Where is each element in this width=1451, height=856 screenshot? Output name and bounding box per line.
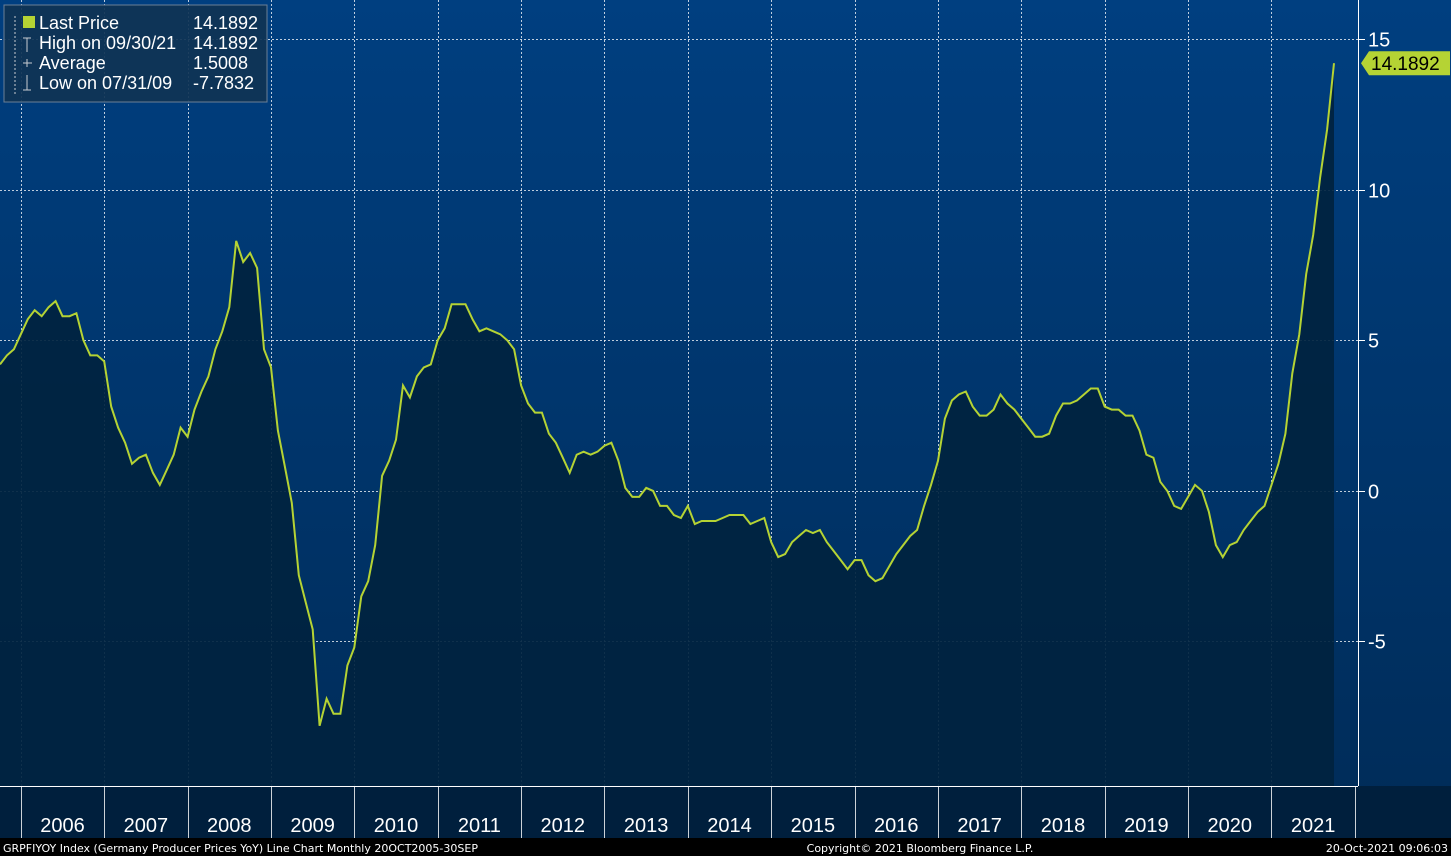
x-tick-label: 2010	[374, 815, 419, 837]
x-tick-label: 2013	[624, 815, 669, 837]
series-line	[0, 63, 1335, 727]
x-tick-label: 2018	[1041, 815, 1086, 837]
y-tick-label: -5	[1368, 632, 1386, 654]
x-tick-label: 2015	[791, 815, 836, 837]
x-tick-label: 2011	[458, 815, 501, 837]
legend-row-value: 1.5008	[193, 53, 248, 73]
x-tick-label: 2016	[874, 815, 919, 837]
legend-box	[3, 4, 268, 103]
series-area-fill	[0, 63, 1334, 786]
x-tick-label: 2012	[541, 815, 586, 837]
legend-row-label: Average	[39, 53, 106, 73]
legend-marker-icons	[14, 16, 32, 94]
footer-timestamp: 20-Oct-2021 09:06:03	[1326, 842, 1448, 855]
legend-row-value: 14.1892	[193, 33, 258, 53]
y-tick-label: 5	[1368, 331, 1379, 353]
y-tick-label: 0	[1368, 482, 1379, 504]
footer-copyright: Copyright© 2021 Bloomberg Finance L.P.	[807, 842, 1034, 855]
high-marker-icon	[23, 37, 31, 52]
x-tick-label: 2021	[1291, 815, 1336, 837]
x-tick-label: 2014	[707, 815, 752, 837]
legend-row-label: Last Price	[39, 13, 119, 33]
last-price-badge: 14.1892	[1361, 51, 1450, 76]
last-price-badge-shape	[1361, 51, 1450, 76]
legend: Last Price 14.1892 High on 09/30/21 14.1…	[3, 4, 268, 103]
legend-row-label: High on 09/30/21	[39, 33, 176, 53]
footer: GRPFIYOY Index (Germany Producer Prices …	[3, 842, 1448, 855]
footer-band	[0, 838, 1451, 856]
legend-row-value: -7.7832	[193, 73, 254, 93]
x-tick-label: 2006	[40, 815, 85, 837]
legend-row-value: 14.1892	[193, 13, 258, 33]
x-axis-band	[0, 786, 1451, 838]
x-tick-label: 2009	[290, 815, 335, 837]
y-axis: 15 10 5 0 -5	[1358, 30, 1390, 654]
x-axis: 2006 2007 2008 2009 2010 2011 2012 2013 2014 2015…	[21, 786, 1356, 838]
x-tick-label: 2008	[207, 815, 252, 837]
legend-last-price-swatch	[23, 16, 35, 28]
x-tick-label: 2019	[1124, 815, 1169, 837]
average-marker-icon	[23, 59, 32, 67]
footer-source-label: GRPFIYOY Index (Germany Producer Prices …	[3, 842, 478, 855]
y-tick-label: 15	[1368, 30, 1390, 52]
last-price-badge-label: 14.1892	[1371, 54, 1440, 75]
y-tick-label: 10	[1368, 181, 1390, 203]
x-tick-label: 2007	[124, 815, 169, 837]
legend-row-label: Low on 07/31/09	[39, 73, 172, 93]
x-tick-label: 2020	[1208, 815, 1253, 837]
low-marker-icon	[23, 75, 31, 91]
x-tick-label: 2017	[957, 815, 1002, 837]
